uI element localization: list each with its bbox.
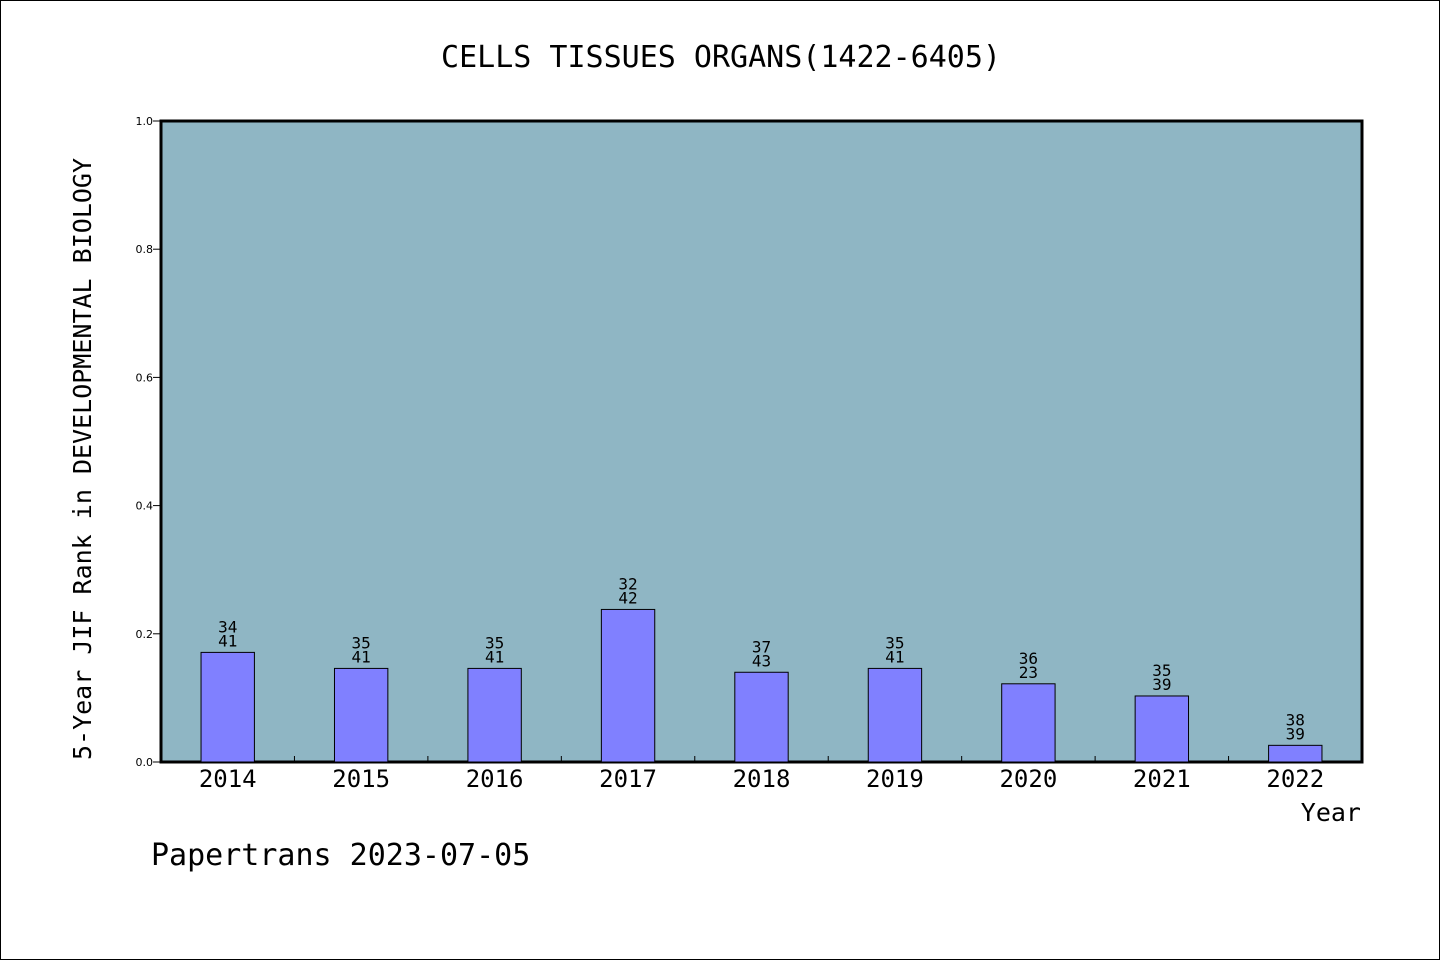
bar-label-top: 36 xyxy=(1019,649,1038,668)
bar xyxy=(1268,744,1323,763)
y-tick-label: 1.0 xyxy=(136,115,154,128)
bar-label-top: 37 xyxy=(752,637,771,656)
y-tick-label: 0.6 xyxy=(136,371,154,384)
bar-label-bottom: 42 xyxy=(618,588,637,607)
x-tick-label: 2021 xyxy=(1133,765,1191,793)
y-tick-label: 0.4 xyxy=(136,500,154,513)
y-ticks-group: 0.0 0.2 0.4 0.6 0.8 1.0 xyxy=(136,115,161,769)
bar-label-top: 35 xyxy=(1152,661,1171,680)
x-tick-label: 2019 xyxy=(866,765,924,793)
bar-label-bottom: 39 xyxy=(1152,675,1171,694)
y-tick-label: 0.2 xyxy=(136,628,154,641)
bar xyxy=(200,651,255,763)
bar-label-top: 34 xyxy=(218,617,237,636)
bar-label-top: 38 xyxy=(1286,710,1305,729)
bar-label-bottom: 39 xyxy=(1286,724,1305,743)
bar-label-bottom: 41 xyxy=(485,647,504,666)
bar-label-bottom: 41 xyxy=(352,647,371,666)
x-axis-label: Year xyxy=(1301,798,1361,827)
bar xyxy=(734,671,789,763)
bar xyxy=(867,667,923,763)
bar xyxy=(1134,695,1190,763)
bar-label-bottom: 41 xyxy=(885,647,904,666)
y-axis-label: 5-Year JIF Rank in DEVELOPMENTAL BIOLOGY xyxy=(68,158,97,760)
bar-label-top: 35 xyxy=(352,633,371,652)
x-tick-label: 2018 xyxy=(733,765,791,793)
x-tick-label: 2020 xyxy=(999,765,1057,793)
bar-label-bottom: 23 xyxy=(1019,663,1038,682)
x-ticks-group: 2014 2015 2016 2017 2018 2019 2020 2021 2022 xyxy=(199,756,1324,793)
bar xyxy=(600,608,656,763)
chart-title: CELLS TISSUES ORGANS(1422-6405) xyxy=(441,40,1001,75)
bar-label-bottom: 41 xyxy=(218,631,237,650)
x-tick-label: 2014 xyxy=(199,765,257,793)
y-tick-label: 0.8 xyxy=(136,243,154,256)
bar xyxy=(1001,683,1056,763)
bar-label-top: 35 xyxy=(485,633,504,652)
x-tick-label: 2016 xyxy=(466,765,524,793)
bar xyxy=(467,667,522,763)
footer-text: Papertrans 2023-07-05 xyxy=(151,838,530,873)
bars-group xyxy=(200,608,1323,763)
x-tick-label: 2017 xyxy=(599,765,657,793)
x-tick-label: 2015 xyxy=(332,765,390,793)
bar-label-top: 32 xyxy=(618,574,637,593)
y-tick-label: 0.0 xyxy=(136,756,154,769)
bar-label-bottom: 43 xyxy=(752,651,771,670)
bar xyxy=(333,667,389,763)
plot-area xyxy=(159,119,1364,764)
x-tick-label: 2022 xyxy=(1266,765,1324,793)
bar-label-top: 35 xyxy=(885,633,904,652)
